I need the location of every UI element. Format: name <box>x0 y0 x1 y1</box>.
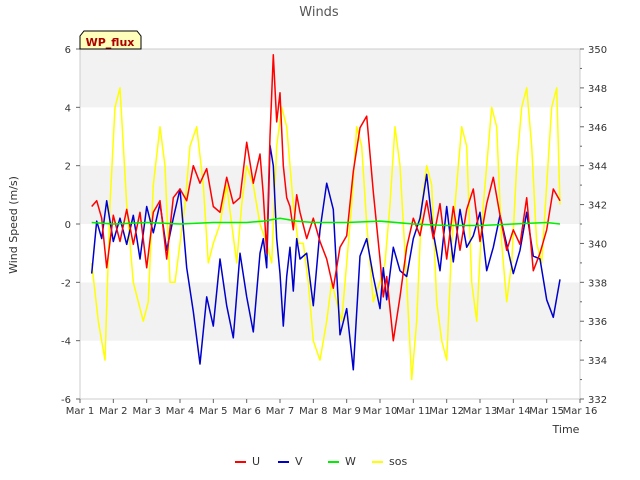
badge-text: WP_flux <box>86 36 135 49</box>
y-tick-label: 4 <box>65 103 71 114</box>
y2-tick-label: 344 <box>588 162 607 173</box>
x-tick-label: Mar 1 <box>66 406 94 417</box>
x-tick-label: Mar 14 <box>496 406 531 417</box>
x-tick-label: Mar 16 <box>563 406 598 417</box>
y2-tick-label: 334 <box>588 356 607 367</box>
x-axis-label: Time <box>552 423 580 436</box>
legend-label-sos: sos <box>389 455 407 468</box>
x-tick-label: Mar 7 <box>266 406 294 417</box>
y-axis-right: 332 334 336 338 340 342 344 346 348 350 <box>580 45 607 406</box>
series-line-sos <box>90 87 561 381</box>
x-tick-label: Mar 13 <box>463 406 498 417</box>
x-tick-label: Mar 15 <box>529 406 564 417</box>
y-tick-label: 0 <box>65 220 71 231</box>
y-axis-left: -6 -4 -2 0 2 4 6 <box>61 45 80 406</box>
x-tick-label: Mar 11 <box>396 406 431 417</box>
y2-tick-label: 332 <box>588 395 607 406</box>
x-tick-label: Mar 4 <box>166 406 194 417</box>
band <box>80 340 580 399</box>
y2-tick-label: 348 <box>588 84 607 95</box>
y2-tick-label: 338 <box>588 278 607 289</box>
x-tick-label: Mar 2 <box>99 406 127 417</box>
x-tick-label: Mar 6 <box>232 406 260 417</box>
y-tick-label: 2 <box>65 162 71 173</box>
y-tick-label: -2 <box>61 278 71 289</box>
y-tick-label: -4 <box>61 337 71 348</box>
x-tick-label: Mar 10 <box>363 406 398 417</box>
x-tick-label: Mar 5 <box>199 406 227 417</box>
series-line-w <box>91 217 561 227</box>
x-tick-label: Mar 3 <box>132 406 160 417</box>
badge-box <box>79 30 142 50</box>
y2-tick-label: 336 <box>588 317 607 328</box>
y-tick-label: 6 <box>65 45 71 56</box>
y2-tick-label: 342 <box>588 201 607 212</box>
y2-tick-label: 340 <box>588 239 607 250</box>
chart-title: Winds <box>299 5 339 20</box>
y2-tick-label: 350 <box>588 45 607 56</box>
band <box>80 107 580 166</box>
legend-label-u: U <box>252 455 260 468</box>
y-axis-label: Wind Speed (m/s) <box>7 176 20 274</box>
x-axis: Mar 1 Mar 2 Mar 3 Mar 4 Mar 5 Mar 6 Mar 7 Mar 8… <box>66 399 598 417</box>
band <box>80 49 580 108</box>
y2-tick-label: 346 <box>588 123 607 134</box>
series-layer <box>90 54 561 381</box>
x-tick-label: Mar 8 <box>299 406 327 417</box>
series-line-v <box>90 144 561 371</box>
wp-flux-badge: WP_flux <box>79 30 142 50</box>
x-tick-label: Mar 12 <box>429 406 464 417</box>
series-line-u <box>91 54 561 342</box>
y-tick-label: -6 <box>61 395 71 406</box>
legend-label-w: W <box>345 455 356 468</box>
legend-label-v: V <box>295 455 303 468</box>
x-tick-label: Mar 9 <box>332 406 360 417</box>
